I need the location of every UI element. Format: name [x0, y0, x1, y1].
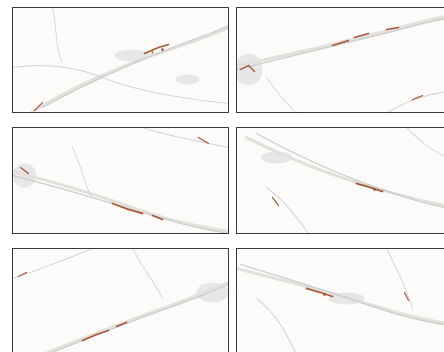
vein — [41, 24, 229, 109]
tile-border — [12, 127, 229, 234]
tile-texture — [236, 127, 444, 234]
vein — [236, 15, 444, 67]
vein — [72, 147, 93, 198]
vein — [256, 298, 296, 352]
vein — [236, 18, 444, 71]
vein — [132, 248, 163, 299]
vein — [386, 91, 444, 114]
vein — [197, 136, 210, 145]
tile-surface — [236, 127, 444, 234]
tile-border — [12, 7, 229, 113]
tile-surface — [12, 7, 229, 114]
vein — [143, 43, 170, 55]
speck — [373, 188, 376, 191]
vein — [12, 170, 229, 233]
tile-border — [12, 248, 229, 352]
vein — [239, 64, 256, 73]
vein — [266, 77, 297, 114]
vein — [305, 287, 334, 298]
marble-tile — [12, 7, 229, 114]
tile-texture — [236, 7, 444, 114]
marble-tile — [12, 127, 229, 234]
vein — [331, 26, 400, 47]
vein — [12, 174, 229, 234]
tile-border — [236, 127, 444, 234]
vein — [44, 281, 229, 352]
stain — [114, 49, 151, 62]
marble-tile — [236, 248, 444, 352]
vein — [52, 7, 63, 63]
vein — [386, 248, 413, 309]
vein — [81, 321, 128, 342]
vein — [406, 127, 444, 157]
tile-border — [236, 7, 444, 113]
vein — [239, 263, 444, 326]
stain — [175, 74, 200, 85]
speck — [161, 48, 164, 51]
speck — [323, 293, 326, 296]
vein — [12, 65, 229, 104]
vein — [271, 196, 280, 207]
marble-tile — [12, 248, 229, 352]
tile-surface — [12, 248, 229, 352]
tile-texture — [236, 248, 444, 352]
marble-tile — [236, 127, 444, 234]
tile-texture — [12, 127, 229, 234]
vein — [403, 291, 410, 302]
vein — [111, 202, 164, 221]
vein — [255, 132, 444, 209]
speck — [151, 51, 154, 54]
vein — [355, 182, 384, 193]
marble-tile — [236, 7, 444, 114]
tile-border — [236, 248, 444, 352]
vein — [19, 166, 30, 175]
vein — [266, 187, 309, 234]
tile-texture — [12, 248, 229, 352]
vein — [17, 271, 28, 278]
vein — [411, 94, 424, 101]
vein — [33, 101, 44, 112]
vein — [142, 127, 229, 148]
tile-texture — [12, 7, 229, 114]
